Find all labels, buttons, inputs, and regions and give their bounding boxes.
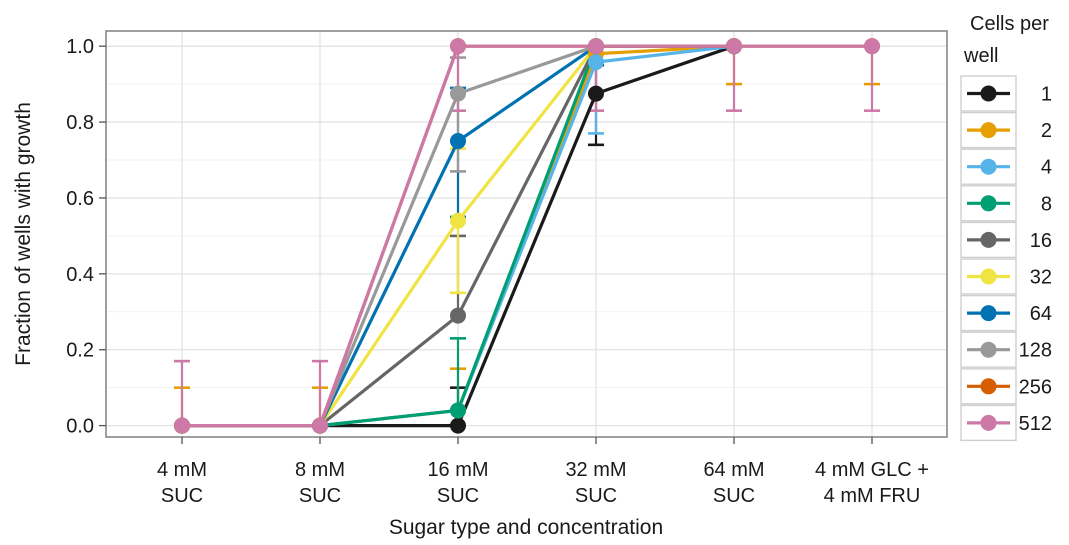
legend-label: 4: [1041, 157, 1052, 179]
data-point-1: [450, 417, 466, 434]
legend-title-line-2: well: [963, 45, 998, 67]
y-tick-label: 0.6: [66, 188, 94, 210]
legend-title-line-1: Cells per: [970, 13, 1049, 35]
x-tick-label: 32 mM: [565, 459, 626, 481]
y-axis: 0.0 0.2 0.4 0.6 0.8 1.0: [66, 36, 106, 438]
x-tick-label: SUC: [713, 485, 755, 507]
data-point-512: [588, 38, 604, 55]
legend-key-marker: [980, 231, 997, 248]
legend-item-1: 1: [960, 75, 1052, 112]
data-point-512: [450, 38, 466, 55]
x-axis-label: Sugar type and concentration: [389, 516, 663, 539]
legend-item-16: 16: [960, 221, 1052, 259]
x-tick-label: 64 mM: [703, 459, 764, 481]
legend-label: 128: [1019, 340, 1052, 362]
data-point-4: [588, 54, 604, 71]
legend-key-marker: [980, 378, 997, 395]
data-point-512: [864, 38, 880, 55]
y-tick-label: 0.8: [66, 112, 94, 134]
legend-label: 2: [1041, 120, 1052, 142]
x-tick-label: 4 mM: [157, 459, 207, 481]
data-point-512: [174, 417, 190, 434]
y-tick-label: 1.0: [66, 36, 94, 58]
legend-key-marker: [980, 414, 997, 431]
y-axis-label: Fraction of wells with growth: [12, 102, 35, 366]
y-tick-label: 0.2: [66, 340, 94, 362]
x-tick-label: 4 mM GLC +: [815, 459, 929, 481]
legend-item-256: 256: [960, 368, 1052, 405]
y-tick-label: 0.4: [66, 264, 94, 286]
legend-item-512: 512: [960, 404, 1052, 442]
legend-label: 8: [1041, 193, 1052, 215]
legend-item-8: 8: [960, 185, 1052, 222]
legend-key-marker: [980, 268, 997, 285]
legend-key-marker: [980, 305, 997, 322]
x-tick-label: SUC: [437, 485, 479, 507]
data-point-16: [450, 307, 466, 324]
legend-item-2: 2: [960, 111, 1052, 149]
data-point-1: [588, 85, 604, 102]
legend-item-128: 128: [960, 331, 1052, 368]
legend-label: 64: [1030, 303, 1052, 325]
legend: Cells per well 1 2 4 8 16 32 64 128 256 512: [960, 13, 1052, 442]
legend-item-4: 4: [960, 148, 1052, 185]
data-point-32: [450, 212, 466, 229]
data-points: [174, 38, 880, 434]
legend-label: 1: [1041, 84, 1052, 106]
data-point-64: [450, 133, 466, 150]
legend-label: 256: [1019, 376, 1052, 398]
legend-key-marker: [980, 122, 997, 139]
legend-key-marker: [980, 85, 997, 102]
legend-key-marker: [980, 341, 997, 358]
legend-label: 32: [1030, 267, 1052, 289]
x-tick-label: SUC: [299, 485, 341, 507]
x-tick-label: 8 mM: [295, 459, 345, 481]
legend-key-marker: [980, 195, 997, 212]
legend-label: 16: [1030, 230, 1052, 252]
x-tick-label: SUC: [575, 485, 617, 507]
legend-key-marker: [980, 158, 997, 175]
x-tick-label: SUC: [161, 485, 203, 507]
y-tick-label: 0.0: [66, 416, 94, 438]
data-point-128: [450, 85, 466, 102]
legend-label: 512: [1019, 413, 1052, 435]
plot-frame: [105, 30, 948, 438]
series-line-512: [182, 44, 872, 428]
x-tick-label: 4 mM FRU: [824, 485, 921, 507]
x-axis: 4 mM SUC 8 mM SUC 16 mM SUC 32 mM SUC 64 mM SUC 4 …: [157, 437, 929, 507]
legend-item-64: 64: [960, 294, 1052, 332]
data-point-512: [726, 38, 742, 55]
data-point-512: [312, 417, 328, 434]
data-point-8: [450, 402, 466, 419]
x-tick-label: 16 mM: [427, 459, 488, 481]
legend-item-32: 32: [960, 258, 1052, 295]
